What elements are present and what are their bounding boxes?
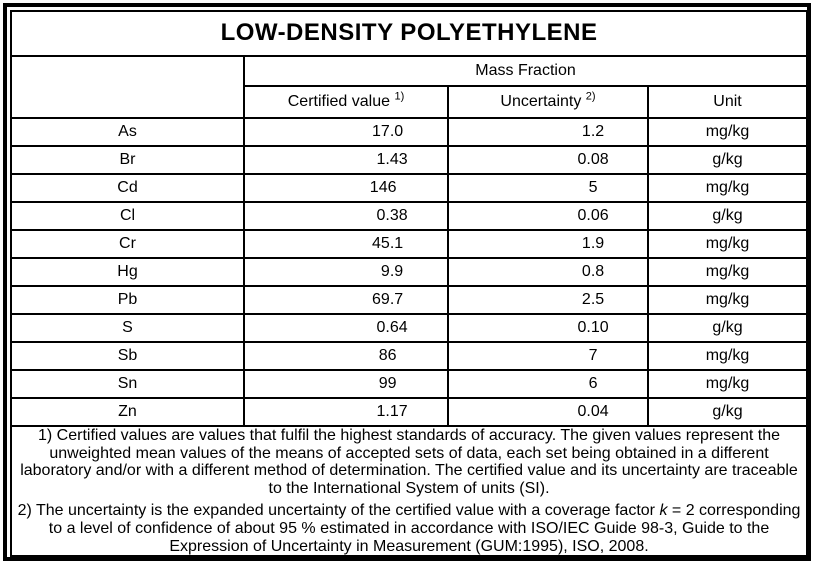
unit-header: Unit bbox=[646, 85, 809, 119]
element-cell: Zn bbox=[10, 397, 245, 427]
group-header-row: Mass Fraction bbox=[10, 55, 809, 119]
unit-cell: mg/kg bbox=[646, 173, 809, 203]
unit-cell: mg/kg bbox=[646, 257, 809, 287]
element-cell: As bbox=[10, 117, 245, 147]
table-body: As 17.0 1.2 mg/kg Br 1.43 0.08 g/kg Cd 146 5 mg/kg C… bbox=[10, 117, 809, 427]
element-cell: Cd bbox=[10, 173, 245, 203]
certified-value-cell: 69.7 bbox=[243, 285, 449, 315]
unit-cell: mg/kg bbox=[646, 117, 809, 147]
element-cell: Pb bbox=[10, 285, 245, 315]
table-row: Cl 0.38 0.06 g/kg bbox=[10, 201, 809, 231]
uncertainty-cell: 1.9 bbox=[447, 229, 649, 259]
table-row: Br 1.43 0.08 g/kg bbox=[10, 145, 809, 175]
unit-cell: mg/kg bbox=[646, 285, 809, 315]
certified-value-cell: 86 bbox=[243, 341, 449, 371]
certified-value-cell: 1.43 bbox=[243, 145, 449, 175]
certified-value-cell: 99 bbox=[243, 369, 449, 399]
unit-cell: g/kg bbox=[646, 313, 809, 343]
element-cell: Cl bbox=[10, 201, 245, 231]
column-header-row: Certified value 1) Uncertainty 2) Unit bbox=[11, 85, 809, 119]
uncertainty-header: Uncertainty 2) bbox=[447, 85, 649, 119]
uncertainty-cell: 1.2 bbox=[447, 117, 649, 147]
element-cell: S bbox=[10, 313, 245, 343]
uncertainty-cell: 0.06 bbox=[447, 201, 649, 231]
page-title: LOW-DENSITY POLYETHYLENE bbox=[9, 10, 809, 57]
footnotes: 1) Certified values are values that fulf… bbox=[9, 424, 809, 558]
footnote-section: 1) Certified values are values that fulf… bbox=[9, 424, 809, 558]
footnote-ref-1: 1) bbox=[394, 90, 405, 103]
table-row: Cd 146 5 mg/kg bbox=[10, 173, 809, 203]
table-row: S 0.64 0.10 g/kg bbox=[10, 313, 809, 343]
unit-cell: mg/kg bbox=[646, 229, 809, 259]
certified-value-cell: 0.38 bbox=[243, 201, 449, 231]
certified-value-cell: 17.0 bbox=[243, 117, 449, 147]
unit-cell: mg/kg bbox=[646, 341, 809, 371]
unit-cell: mg/kg bbox=[646, 369, 809, 399]
certified-value-cell: 45.1 bbox=[243, 229, 449, 259]
table-row: Cr 45.1 1.9 mg/kg bbox=[10, 229, 809, 259]
certified-value-header: Certified value 1) bbox=[243, 85, 449, 119]
table-row: Hg 9.9 0.8 mg/kg bbox=[10, 257, 809, 287]
uncertainty-cell: 0.04 bbox=[447, 397, 649, 427]
unit-cell: g/kg bbox=[646, 201, 809, 231]
uncertainty-cell: 5 bbox=[447, 173, 649, 203]
element-column-header bbox=[10, 55, 245, 119]
certified-value-cell: 146 bbox=[243, 173, 449, 203]
element-cell: Cr bbox=[10, 229, 245, 259]
table-row: Pb 69.7 2.5 mg/kg bbox=[10, 285, 809, 315]
certified-value-cell: 0.64 bbox=[243, 313, 449, 343]
table-row: Sb 86 7 mg/kg bbox=[10, 341, 809, 371]
uncertainty-cell: 7 bbox=[447, 341, 649, 371]
certified-value-cell: 9.9 bbox=[243, 257, 449, 287]
certified-value-cell: 1.17 bbox=[243, 397, 449, 427]
title-row: LOW-DENSITY POLYETHYLENE bbox=[9, 10, 809, 57]
uncertainty-cell: 0.08 bbox=[447, 145, 649, 175]
element-cell: Hg bbox=[10, 257, 245, 287]
uncertainty-cell: 0.10 bbox=[447, 313, 649, 343]
table-row: As 17.0 1.2 mg/kg bbox=[10, 117, 809, 147]
certified-value-label: Certified value bbox=[287, 93, 391, 111]
footnote-ref-2: 2) bbox=[585, 90, 596, 103]
table-header: LOW-DENSITY POLYETHYLENE Mass Fraction C… bbox=[9, 10, 809, 119]
footnote-row: 1) Certified values are values that fulf… bbox=[9, 424, 809, 558]
uncertainty-cell: 0.8 bbox=[447, 257, 649, 287]
table-row: Sn 99 6 mg/kg bbox=[10, 369, 809, 399]
footnote: 2) The uncertainty is the expanded uncer… bbox=[17, 502, 801, 555]
element-cell: Sb bbox=[10, 341, 245, 371]
element-cell: Sn bbox=[10, 369, 245, 399]
uncertainty-cell: 2.5 bbox=[447, 285, 649, 315]
table-row: Zn 1.17 0.04 g/kg bbox=[10, 397, 809, 427]
certified-values-table: LOW-DENSITY POLYETHYLENE Mass Fraction C… bbox=[9, 10, 809, 558]
uncertainty-label: Uncertainty bbox=[500, 93, 582, 111]
uncertainty-cell: 6 bbox=[447, 369, 649, 399]
outer-frame: LOW-DENSITY POLYETHYLENE Mass Fraction C… bbox=[3, 3, 811, 561]
footnote: 1) Certified values are values that fulf… bbox=[20, 427, 798, 497]
unit-cell: g/kg bbox=[646, 145, 809, 175]
mass-fraction-header: Mass Fraction bbox=[242, 55, 809, 87]
element-cell: Br bbox=[10, 145, 245, 175]
unit-cell: g/kg bbox=[646, 397, 809, 427]
